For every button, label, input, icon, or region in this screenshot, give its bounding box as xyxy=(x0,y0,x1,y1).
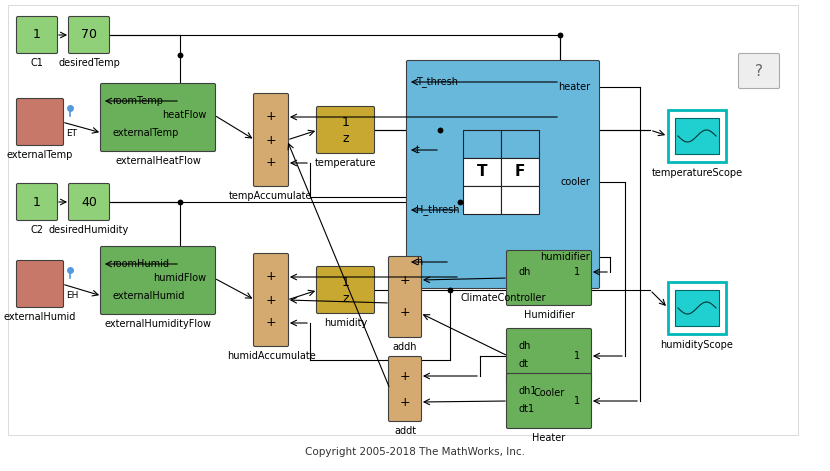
Text: dt1: dt1 xyxy=(518,404,535,414)
Text: +: + xyxy=(266,293,276,307)
Bar xyxy=(675,118,719,154)
Text: dh: dh xyxy=(518,341,530,351)
Text: +: + xyxy=(400,274,410,286)
Text: C1: C1 xyxy=(31,58,43,68)
FancyBboxPatch shape xyxy=(407,60,599,289)
Text: humidifier: humidifier xyxy=(540,252,590,262)
Bar xyxy=(501,130,539,158)
Text: heater: heater xyxy=(558,82,590,92)
Text: 1: 1 xyxy=(574,267,580,277)
Text: 70: 70 xyxy=(81,29,97,41)
Text: externalHumid: externalHumid xyxy=(112,291,184,301)
Text: ?: ? xyxy=(755,64,763,79)
Bar xyxy=(675,290,719,326)
Text: externalHumid: externalHumid xyxy=(4,312,76,322)
Text: Cooler: Cooler xyxy=(534,388,564,398)
Text: externalHumidityFlow: externalHumidityFlow xyxy=(105,319,212,329)
Text: T: T xyxy=(476,164,487,179)
Text: +: + xyxy=(266,111,276,123)
Text: h: h xyxy=(416,257,422,267)
FancyBboxPatch shape xyxy=(17,98,64,146)
Text: roomTemp: roomTemp xyxy=(112,96,163,106)
Bar xyxy=(463,158,501,186)
Text: EH: EH xyxy=(66,292,78,300)
FancyBboxPatch shape xyxy=(388,357,422,422)
Text: dh: dh xyxy=(518,267,530,277)
Text: +: + xyxy=(266,156,276,170)
Text: +: + xyxy=(400,370,410,382)
Text: externalTemp: externalTemp xyxy=(7,150,73,160)
FancyBboxPatch shape xyxy=(316,267,374,314)
Text: +: + xyxy=(266,133,276,146)
FancyBboxPatch shape xyxy=(17,184,57,220)
Text: humidAccumulate: humidAccumulate xyxy=(227,351,315,361)
Text: temperature: temperature xyxy=(315,158,376,168)
FancyBboxPatch shape xyxy=(253,253,289,347)
Bar xyxy=(668,110,726,162)
FancyBboxPatch shape xyxy=(506,374,592,429)
FancyBboxPatch shape xyxy=(253,94,289,187)
Text: Heater: Heater xyxy=(532,433,565,443)
Text: tempAccumulate: tempAccumulate xyxy=(229,191,313,201)
Text: Humidifier: Humidifier xyxy=(524,310,574,320)
Text: +: + xyxy=(400,307,410,319)
Text: dh1: dh1 xyxy=(518,386,536,396)
Text: humidFlow: humidFlow xyxy=(153,273,206,283)
Text: Copyright 2005-2018 The MathWorks, Inc.: Copyright 2005-2018 The MathWorks, Inc. xyxy=(305,447,525,457)
Bar xyxy=(463,130,501,158)
Text: 40: 40 xyxy=(81,195,97,209)
FancyBboxPatch shape xyxy=(17,260,64,308)
FancyBboxPatch shape xyxy=(69,184,110,220)
Text: C2: C2 xyxy=(31,225,43,235)
Text: 1: 1 xyxy=(33,29,41,41)
Text: t: t xyxy=(416,145,420,155)
Text: H_thresh: H_thresh xyxy=(416,204,460,215)
Text: temperatureScope: temperatureScope xyxy=(652,168,743,178)
Text: z: z xyxy=(342,292,349,304)
Text: 1: 1 xyxy=(342,276,349,289)
Text: +: + xyxy=(400,396,410,408)
Text: +: + xyxy=(266,317,276,330)
FancyBboxPatch shape xyxy=(69,16,110,54)
Text: 1: 1 xyxy=(574,351,580,361)
FancyBboxPatch shape xyxy=(100,246,216,315)
Text: ClimateController: ClimateController xyxy=(461,293,546,303)
Text: 1: 1 xyxy=(342,115,349,129)
Bar xyxy=(463,186,501,214)
Text: humidityScope: humidityScope xyxy=(661,340,734,350)
FancyBboxPatch shape xyxy=(506,328,592,383)
FancyBboxPatch shape xyxy=(17,16,57,54)
Text: F: F xyxy=(515,164,525,179)
FancyBboxPatch shape xyxy=(388,257,422,338)
FancyBboxPatch shape xyxy=(100,83,216,152)
Text: addt: addt xyxy=(394,426,416,436)
Text: z: z xyxy=(342,131,349,145)
FancyBboxPatch shape xyxy=(506,251,592,306)
Text: dt: dt xyxy=(518,359,528,369)
FancyBboxPatch shape xyxy=(316,106,374,154)
Text: T_thresh: T_thresh xyxy=(416,77,458,88)
Bar xyxy=(668,282,726,334)
Text: externalHeatFlow: externalHeatFlow xyxy=(115,156,201,166)
Text: desiredHumidity: desiredHumidity xyxy=(49,225,129,235)
Bar xyxy=(501,158,539,186)
Text: heatFlow: heatFlow xyxy=(162,110,206,120)
Bar xyxy=(501,186,539,214)
Text: cooler: cooler xyxy=(560,177,590,187)
Text: +: + xyxy=(266,270,276,284)
FancyBboxPatch shape xyxy=(739,54,779,89)
Text: 1: 1 xyxy=(33,195,41,209)
Text: ET: ET xyxy=(66,130,77,138)
Text: 1: 1 xyxy=(574,396,580,406)
Text: addh: addh xyxy=(393,342,417,352)
Text: externalTemp: externalTemp xyxy=(112,128,178,138)
Text: roomHumid: roomHumid xyxy=(112,259,169,269)
Text: humidity: humidity xyxy=(324,318,367,328)
Text: desiredTemp: desiredTemp xyxy=(58,58,120,68)
